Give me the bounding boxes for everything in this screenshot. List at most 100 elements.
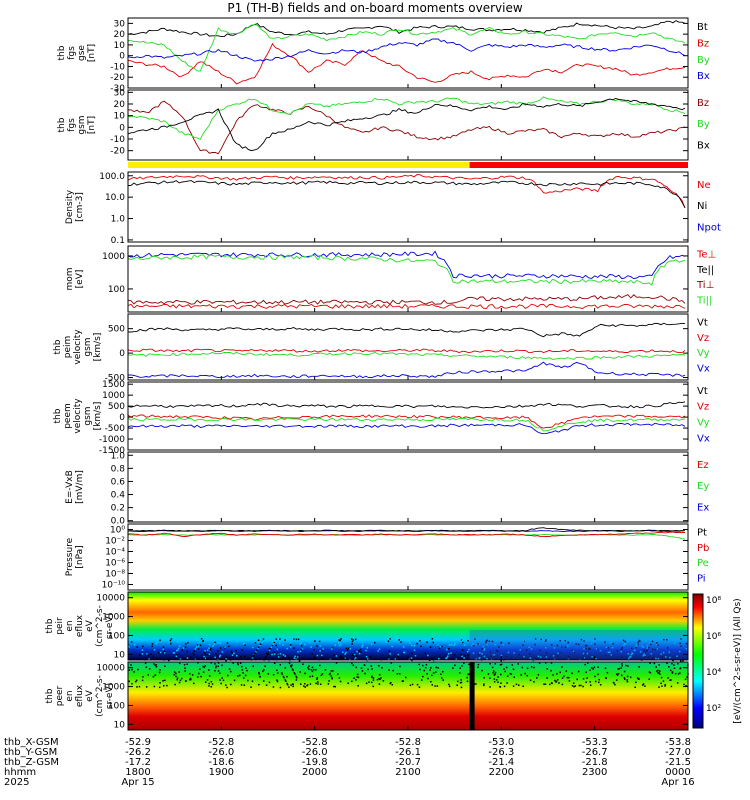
peir-pixel <box>463 644 466 646</box>
peer-pixel <box>442 679 444 681</box>
peer-pixel <box>467 673 469 676</box>
peer-pixel <box>468 663 470 666</box>
peer-pixel <box>477 663 480 666</box>
peir-pixel <box>148 658 150 660</box>
peir-pixel <box>274 640 276 643</box>
peir-pixel <box>351 640 354 643</box>
peir-pixel <box>311 653 314 655</box>
peir-pixel <box>184 646 187 648</box>
peir-pixel <box>609 641 611 643</box>
peir-pixel <box>142 645 144 648</box>
peer-pixel <box>448 683 450 686</box>
peir-pixel <box>298 655 300 658</box>
peir-pixel <box>366 647 369 649</box>
peir-pixel <box>500 654 503 657</box>
colorbar-label: [eV/(cm^2-s-sr-eV)] (All Qs) <box>733 598 743 723</box>
fgs_gse-tick-label: -20 <box>110 73 125 83</box>
peir-pixel <box>663 638 665 641</box>
peer-pixel <box>550 682 553 684</box>
peer-pixel <box>315 682 317 685</box>
peer-pixel <box>401 680 404 682</box>
peir-pixel <box>243 643 245 645</box>
peer-pixel <box>285 680 287 682</box>
peer-pixel <box>152 675 155 678</box>
peir-pixel <box>594 643 596 645</box>
peer-pixel <box>158 671 161 674</box>
peir-pixel <box>273 641 276 644</box>
peer-pixel <box>179 679 182 682</box>
peir-pixel <box>563 658 566 660</box>
peer-pixel <box>477 666 479 668</box>
peir-pixel <box>343 657 345 659</box>
peir-ylabel: (cm^2-s- <box>95 605 105 647</box>
peer-pixel <box>155 664 158 666</box>
peer-pixel <box>599 684 602 686</box>
ephemeris-value: 2300 <box>582 767 607 778</box>
peer-pixel <box>214 663 216 665</box>
peer-pixel <box>670 685 673 688</box>
peer-tick-label: 1000 <box>102 683 125 693</box>
peir-pixel <box>140 639 143 642</box>
peir-pixel <box>448 644 451 646</box>
peer-pixel <box>304 682 306 685</box>
peir-pixel <box>680 638 682 640</box>
peer-pixel <box>262 670 264 673</box>
peir-pixel <box>466 650 469 653</box>
peir-pixel <box>334 644 337 646</box>
peer-pixel <box>558 682 560 684</box>
peer-pixel <box>355 666 357 669</box>
peir-pixel <box>391 645 393 648</box>
peer-ylabel: sr-eV) <box>105 683 115 709</box>
peer-pixel <box>304 686 307 688</box>
panel-fgs_gsm: 30 20 100 -10 -20 thb fgs gsm [nT] Bz By Bx <box>57 88 710 161</box>
peer-pixel <box>228 668 231 670</box>
peir-pixel <box>586 652 589 655</box>
peir-pixel <box>217 642 219 644</box>
peir-pixel <box>483 649 485 651</box>
peir-pixel <box>540 638 542 641</box>
peer-pixel <box>623 670 626 673</box>
peir-pixel <box>226 656 228 658</box>
ephemeris-value: 1800 <box>125 767 150 778</box>
peir-tick-label: 10000 <box>96 594 125 604</box>
peir-pixel <box>572 650 575 653</box>
peir-pixel <box>397 653 399 656</box>
peer-pixel <box>538 662 541 664</box>
peir-pixel <box>333 654 335 656</box>
peir-pixel <box>287 656 290 659</box>
peir-pixel <box>294 655 296 658</box>
fgs_gsm-tick-label: 0 <box>119 123 125 133</box>
peer-pixel <box>674 672 677 675</box>
ephemeris-value: 2100 <box>395 767 420 778</box>
peer-pixel <box>638 666 640 668</box>
peir-pixel <box>279 654 281 656</box>
density-tick-label: 10.0 <box>105 193 125 203</box>
peir-pixel <box>409 642 411 644</box>
peir-pixel <box>356 650 358 653</box>
peir-pixel <box>186 650 188 653</box>
peem-series-Vz <box>127 414 686 429</box>
peir-pixel <box>298 659 301 662</box>
peir-pixel <box>282 657 284 659</box>
peer-ylabel: thb <box>45 688 55 703</box>
peer-pixel <box>664 683 666 686</box>
peer-pixel <box>371 681 373 684</box>
peer-pixel <box>200 675 202 678</box>
peer-pixel <box>431 674 433 677</box>
peer-pixel <box>178 671 180 673</box>
peer-pixel <box>189 678 191 681</box>
peer-pixel <box>245 667 247 669</box>
peer-pixel <box>371 668 373 670</box>
peer-pixel <box>411 683 414 686</box>
peir-pixel <box>300 641 303 644</box>
peer-pixel <box>292 669 294 672</box>
peir-pixel <box>289 644 292 646</box>
peer-pixel <box>683 683 685 686</box>
peer-pixel <box>649 671 652 674</box>
ephemeris-value: -53.3 <box>582 737 608 748</box>
peer-pixel <box>214 669 216 672</box>
ephemeris-value: 2200 <box>489 767 514 778</box>
peir-pixel <box>610 642 612 644</box>
